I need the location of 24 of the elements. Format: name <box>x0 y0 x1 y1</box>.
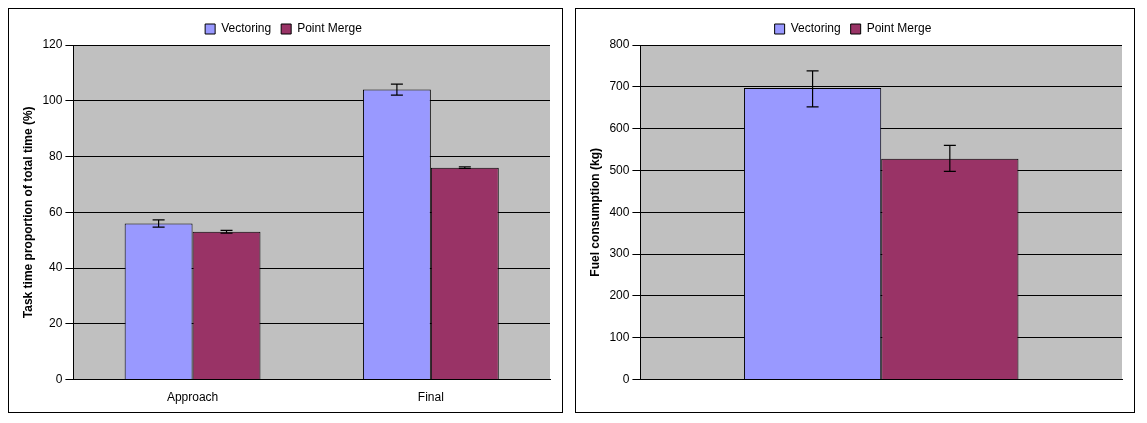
y-tick-label: 200 <box>609 288 630 303</box>
y-tick-label: 500 <box>609 162 630 177</box>
x-tick-label: Final <box>417 390 444 405</box>
x-tick-label: Approach <box>166 390 219 405</box>
y-tick-label: 0 <box>55 371 63 386</box>
legend-label: Point Merge <box>297 21 363 36</box>
y-tick-label: 800 <box>609 37 630 52</box>
y-tick-label: 80 <box>49 148 63 163</box>
y-axis-title: Fuel consumption (kg) <box>587 147 602 277</box>
y-tick-label: 600 <box>609 120 630 135</box>
y-tick-label: 300 <box>609 246 630 261</box>
y-tick-label: 100 <box>609 330 630 345</box>
y-tick-label: 700 <box>609 79 630 94</box>
legend-label: Vectoring <box>790 21 841 36</box>
y-tick-label: 100 <box>42 93 63 108</box>
y-tick-label: 120 <box>42 37 63 52</box>
legend-label: Point Merge <box>866 21 932 36</box>
legend-label: Vectoring <box>221 21 272 36</box>
y-tick-label: 40 <box>49 260 63 275</box>
y-tick-label: 0 <box>622 371 630 386</box>
y-tick-label: 60 <box>49 204 63 219</box>
y-tick-label: 400 <box>609 204 630 219</box>
y-axis-title: Task time proportion of total time (%) <box>20 106 35 319</box>
y-tick-label: 20 <box>49 316 63 331</box>
